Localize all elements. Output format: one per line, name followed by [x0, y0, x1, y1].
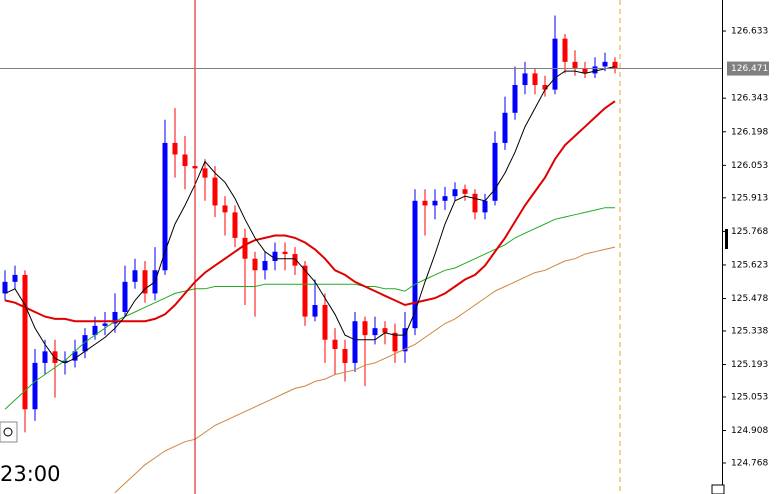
candle-body: [112, 311, 118, 324]
candle-body: [402, 328, 408, 352]
candle-body: [512, 84, 518, 113]
candle-body: [492, 142, 498, 201]
y-tick-label: 125.053: [731, 392, 768, 402]
candle-body: [572, 61, 578, 69]
candle-body: [322, 305, 328, 340]
y-tick-label: 125.193: [731, 360, 768, 370]
candle-body: [292, 254, 298, 266]
candle-body: [22, 274, 28, 410]
candle-body: [222, 205, 228, 213]
candle-body: [502, 112, 508, 143]
candle-body: [562, 38, 568, 62]
candle-body: [62, 360, 68, 363]
candle-body: [162, 142, 168, 271]
candle-body: [12, 274, 18, 282]
candle-body: [282, 251, 288, 255]
candle-body: [2, 281, 8, 294]
candle-body: [252, 258, 258, 271]
candle-body: [262, 261, 268, 271]
y-tick-label: 125.623: [731, 260, 768, 270]
y-tick-label: 126.343: [731, 94, 768, 104]
candle-body: [552, 38, 558, 90]
candle-body: [442, 196, 448, 201]
candle-body: [212, 177, 218, 206]
y-tick-label: 125.768: [731, 227, 768, 237]
candle-body: [242, 237, 248, 259]
candle-body: [542, 84, 548, 90]
candle-body: [482, 200, 488, 213]
candle-body: [372, 328, 378, 336]
candle-body: [302, 265, 308, 317]
candle-body: [202, 168, 208, 178]
candle-body: [342, 349, 348, 363]
plot-area: [2, 15, 618, 493]
candle-body: [452, 189, 458, 197]
candle-body: [382, 328, 388, 333]
candle-body: [182, 154, 188, 167]
candle-body: [102, 323, 108, 326]
tool-icon: [3, 427, 13, 437]
candle-body: [462, 189, 468, 194]
candle-body: [432, 200, 438, 206]
candle-body: [82, 335, 88, 352]
candle-body: [272, 251, 278, 262]
candle-body: [132, 270, 138, 282]
candle-body: [232, 212, 238, 238]
candle-body: [592, 66, 598, 74]
y-tick-label: 124.768: [731, 458, 768, 468]
y-tick-label: 125.913: [731, 193, 768, 203]
tool-button[interactable]: [0, 421, 18, 443]
candle-body: [142, 270, 148, 294]
candle-body: [472, 193, 478, 213]
candle-body: [582, 68, 588, 74]
current-price-box: [727, 61, 769, 76]
candle-body: [532, 73, 538, 85]
moving-average-line: [114, 246, 616, 493]
candle-body: [122, 281, 128, 312]
candle-body: [612, 61, 618, 69]
candle-body: [52, 351, 58, 363]
candle-body: [72, 351, 78, 361]
current-price-label: 126.471: [731, 64, 768, 74]
scroll-marker: [725, 229, 728, 249]
candle-body: [602, 61, 608, 67]
candle-body: [42, 351, 48, 363]
corner-box: [711, 484, 725, 494]
candle-body: [522, 73, 528, 85]
y-tick-label: 125.338: [731, 326, 768, 336]
candle-body: [172, 142, 178, 155]
moving-average-line: [4, 66, 616, 364]
candle-body: [392, 332, 398, 352]
time-label: 23:00: [0, 462, 61, 486]
y-tick-label: 126.633: [731, 27, 768, 37]
candle-body: [312, 305, 318, 317]
candle-body: [332, 339, 338, 350]
y-tick-label: 124.908: [731, 426, 768, 436]
candle-body: [412, 200, 418, 329]
candle-body: [32, 362, 38, 410]
candle-body: [92, 325, 98, 336]
candle-body: [362, 321, 368, 336]
moving-average-line: [4, 207, 615, 410]
candle-body: [422, 200, 428, 206]
y-tick-label: 126.198: [731, 127, 768, 137]
moving-average-line: [4, 100, 616, 323]
y-tick-label: 126.053: [731, 161, 768, 171]
candle-body: [352, 321, 358, 363]
y-tick-label: 125.478: [731, 294, 768, 304]
